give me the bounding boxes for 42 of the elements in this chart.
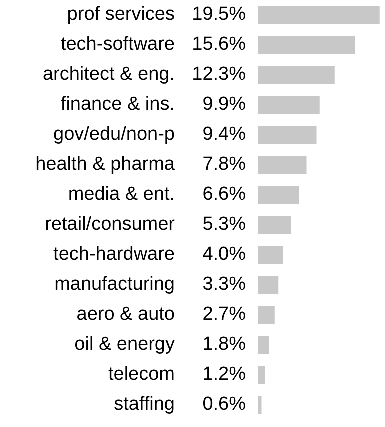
bar [258,216,292,234]
y-tick-label: manufacturing [54,274,175,296]
bar [258,36,356,54]
bar [258,96,320,114]
data-label: 15.6% [192,34,246,56]
data-label: 7.8% [202,154,246,176]
y-tick-label: telecom [108,364,175,386]
data-label: 5.3% [202,214,246,236]
bar [258,6,380,24]
y-tick-label: oil & energy [74,334,176,356]
bar [258,276,279,294]
y-tick-label: health & pharma [36,154,176,176]
y-tick-label: architect & eng. [42,64,175,86]
bar [258,336,270,354]
data-label: 0.6% [202,394,246,416]
y-tick-label: gov/edu/non-p [54,124,175,146]
data-label: 3.3% [202,274,246,296]
bar [258,306,275,324]
data-label: 19.5% [192,4,246,26]
data-label: 2.7% [202,304,246,326]
y-tick-label: tech-hardware [54,244,175,266]
bar [258,186,300,204]
y-tick-label: tech-software [60,34,175,56]
y-tick-label: staffing [114,394,175,416]
data-label: 4.0% [202,244,246,266]
data-label: 9.9% [202,94,246,116]
bar [258,156,307,174]
y-tick-label: prof services [67,4,175,26]
data-label: 12.3% [192,64,246,86]
y-tick-label: finance & ins. [60,94,175,116]
bar [258,396,262,414]
bar [258,126,317,144]
data-label: 6.6% [202,184,246,206]
y-tick-label: aero & auto [76,304,175,326]
bar [258,66,335,84]
y-tick-label: retail/consumer [45,214,176,236]
y-tick-label: media & ent. [68,184,175,206]
bar [258,366,266,384]
data-label: 1.2% [202,364,246,386]
data-label: 1.8% [202,334,246,356]
bar [258,246,283,264]
data-label: 9.4% [202,124,246,146]
